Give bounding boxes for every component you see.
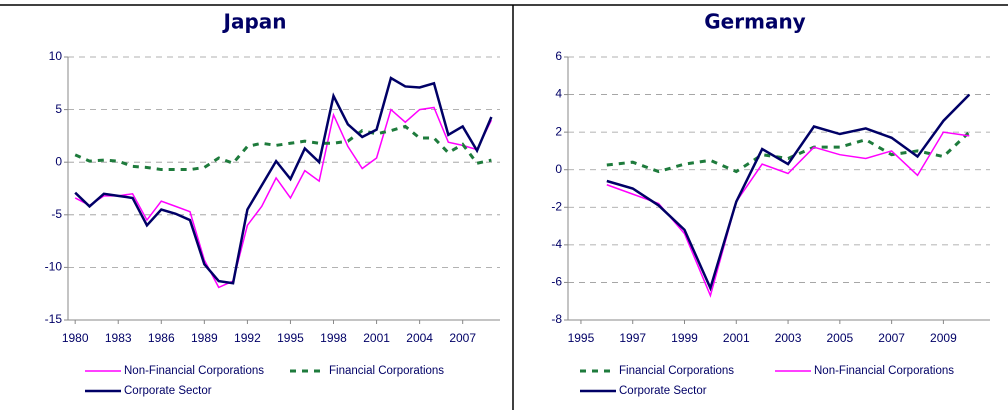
series-line (606, 93, 971, 292)
y-tick-label: 6 (555, 49, 562, 63)
y-tick-label: -5 (51, 207, 62, 221)
y-tick-label: 2 (555, 124, 562, 138)
y-tick-label: -10 (45, 260, 63, 274)
x-tick-label: 1998 (320, 331, 347, 345)
x-tick-label: 2003 (775, 331, 802, 345)
y-tick-label: -2 (551, 199, 562, 213)
y-tick-label: 10 (49, 49, 63, 63)
series-line (606, 131, 970, 298)
x-tick-label: 2001 (723, 331, 750, 345)
x-tick-label: 2001 (363, 331, 390, 345)
y-tick-label: 0 (55, 154, 62, 168)
series-line (74, 76, 493, 285)
legend-label: Non-Financial Corporations (124, 365, 264, 377)
y-tick-label: -4 (551, 237, 562, 251)
x-tick-label: 1992 (234, 331, 261, 345)
legend-label: Financial Corporations (619, 365, 734, 377)
x-tick-label: 2007 (878, 331, 905, 345)
series-line (606, 131, 971, 174)
x-tick-label: 2005 (826, 331, 853, 345)
legend-label: Non-Financial Corporations (814, 365, 954, 377)
x-tick-label: 1997 (619, 331, 646, 345)
chart-title: Germany (704, 10, 805, 34)
x-tick-label: 1986 (148, 331, 175, 345)
x-tick-label: 2009 (930, 331, 957, 345)
legend-label: Corporate Sector (124, 385, 212, 397)
x-tick-label: 1999 (671, 331, 698, 345)
y-tick-label: -6 (551, 275, 562, 289)
x-tick-label: 1989 (191, 331, 218, 345)
x-tick-label: 1995 (277, 331, 304, 345)
y-tick-label: -8 (551, 312, 562, 326)
legend-label: Corporate Sector (619, 385, 707, 397)
x-tick-label: 1983 (105, 331, 132, 345)
y-tick-label: -15 (45, 312, 63, 326)
y-tick-label: 0 (555, 162, 562, 176)
legend-label: Financial Corporations (329, 365, 444, 377)
series-line (74, 106, 493, 289)
x-tick-label: 1995 (568, 331, 595, 345)
x-tick-label: 1980 (62, 331, 89, 345)
series-line (74, 124, 492, 172)
y-tick-label: 5 (55, 102, 62, 116)
x-tick-label: 2007 (449, 331, 476, 345)
x-tick-label: 2004 (406, 331, 433, 345)
y-tick-label: 4 (555, 87, 562, 101)
chart-title: Japan (222, 10, 287, 34)
